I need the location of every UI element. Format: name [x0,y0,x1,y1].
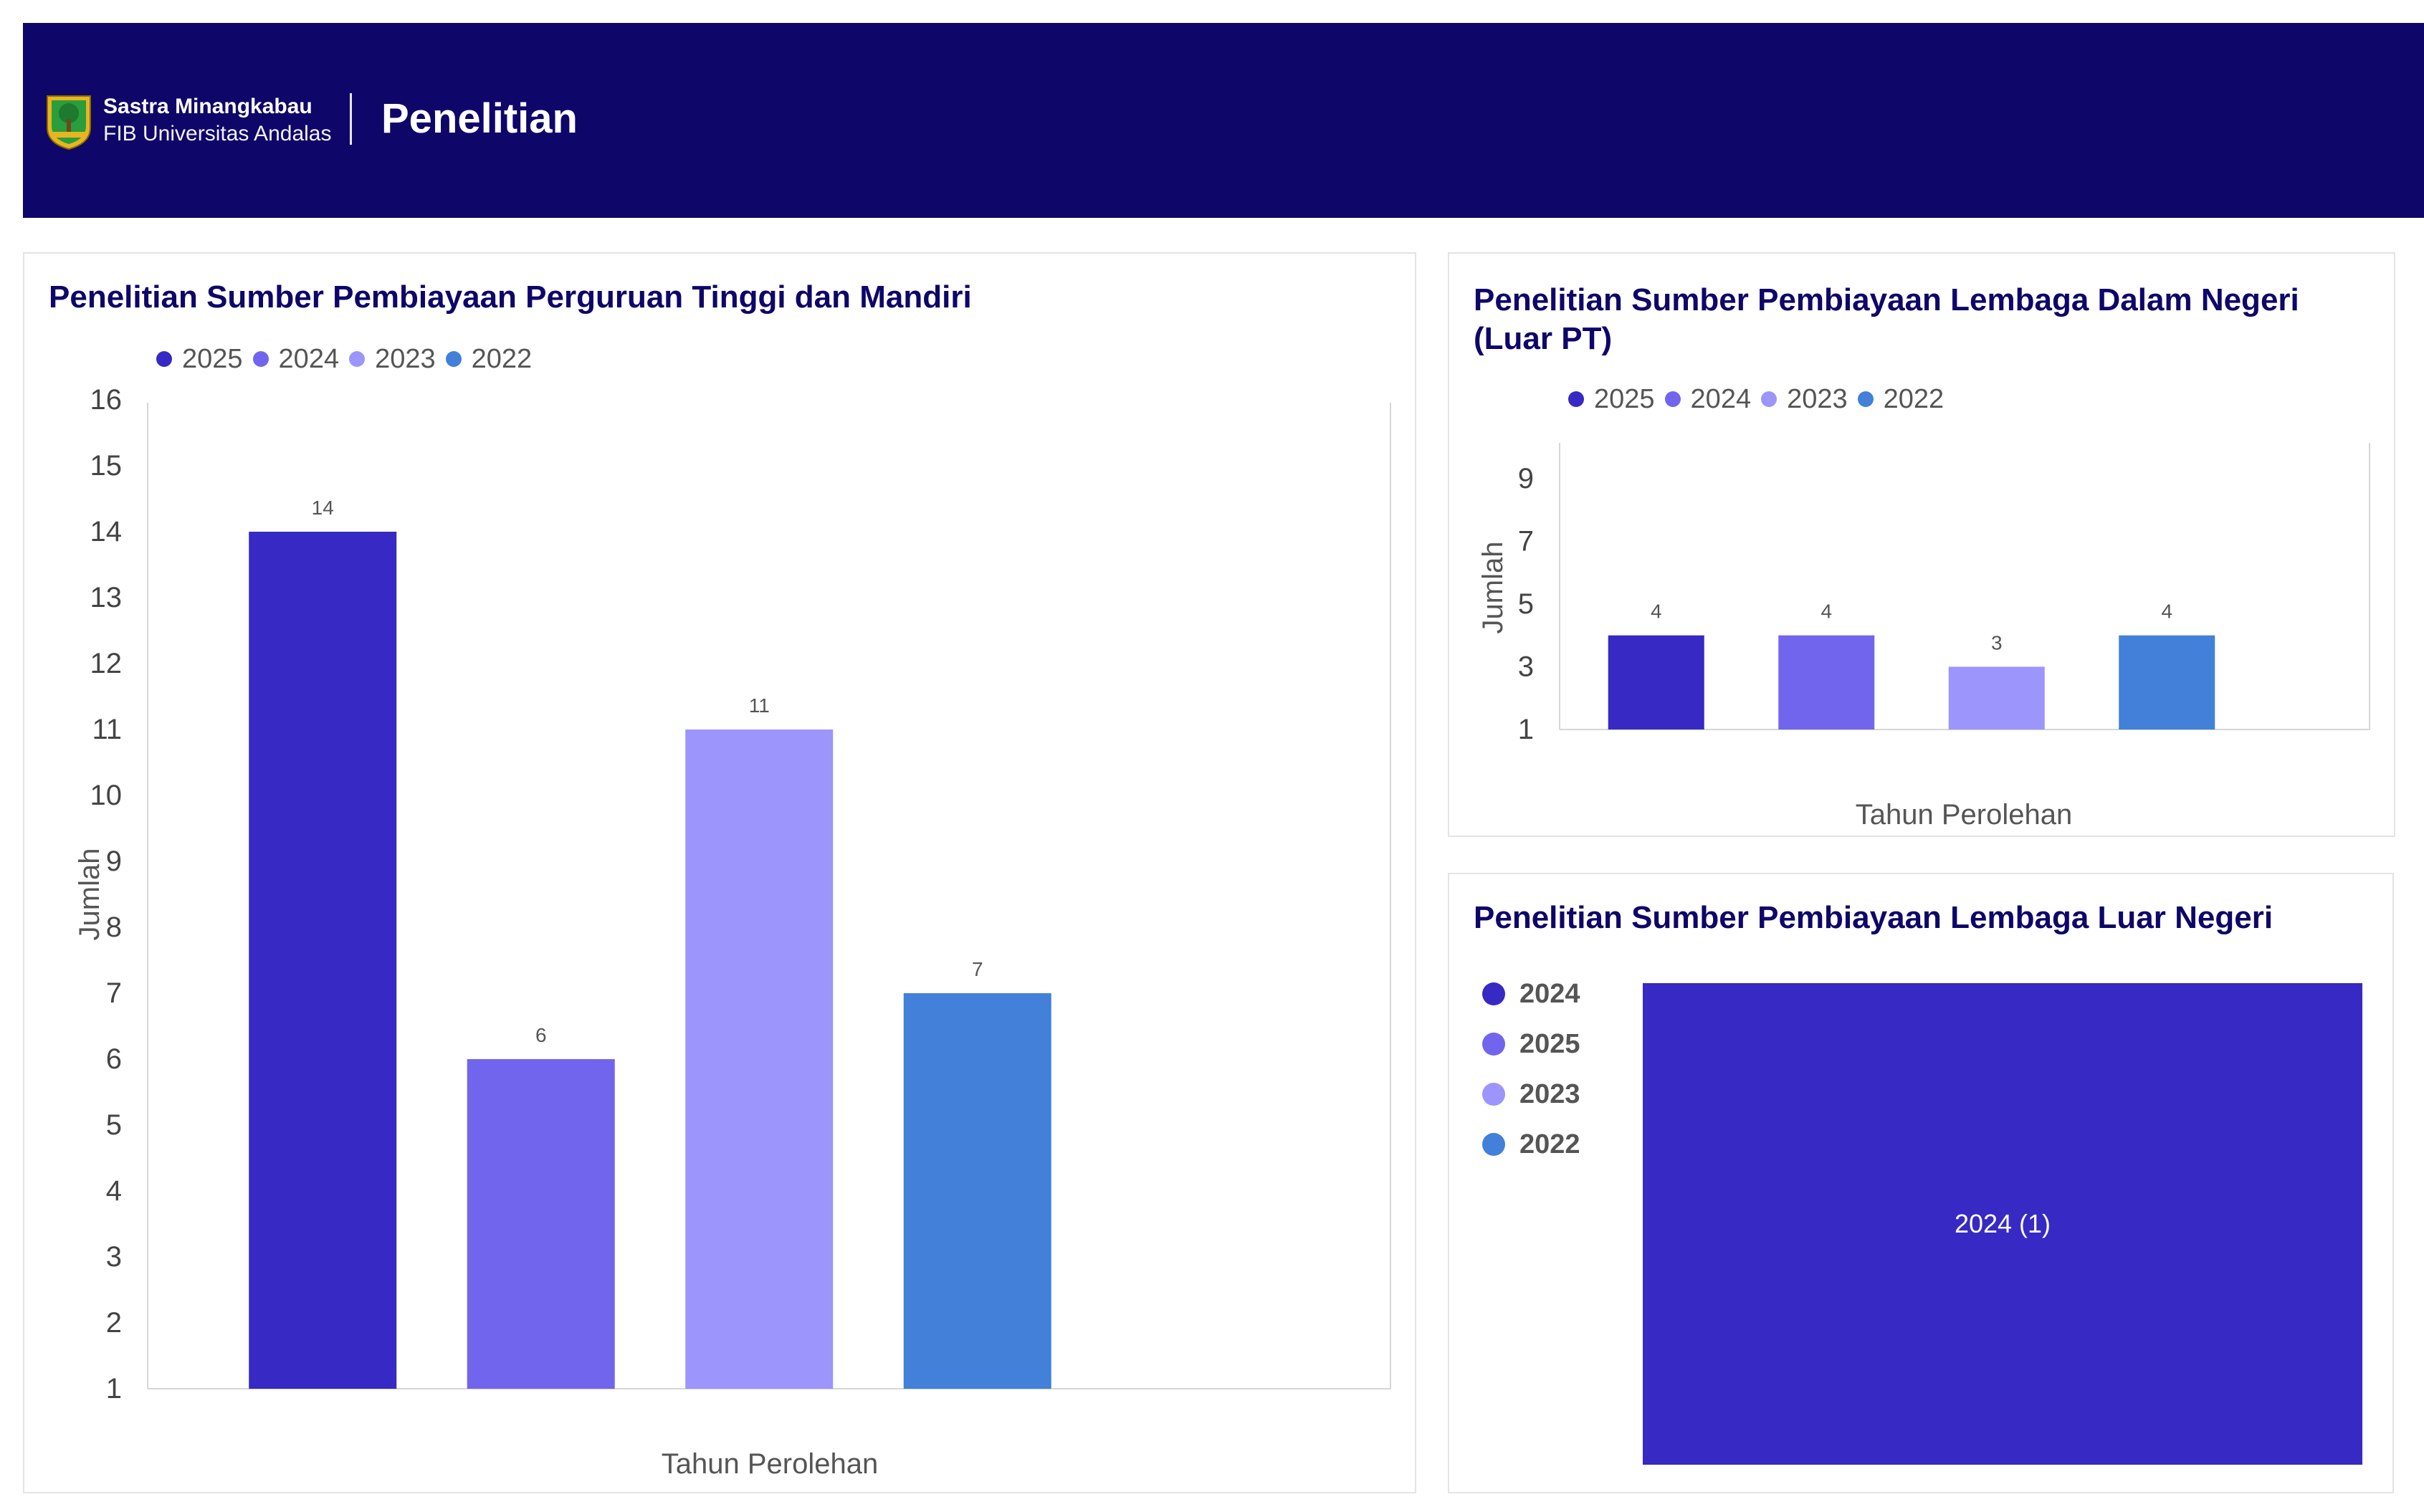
legend-dot-icon [1482,1133,1505,1156]
chart-title: Penelitian Sumber Pembiayaan Perguruan T… [49,279,972,315]
legend-item-2023[interactable]: 2023 [1761,383,1848,416]
legend-label: 2022 [1883,384,1945,414]
legend-dot-icon [1482,1033,1505,1056]
header-divider [350,93,352,145]
y-tick-label: 7 [1518,525,1534,557]
y-axis-title: Jumlah [1477,542,1509,634]
y-axis-title: Jumlah [74,848,105,941]
chart-card-luar-negeri: Penelitian Sumber Pembiayaan Lembaga Lua… [1448,873,2394,1493]
legend-item-2025[interactable]: 2025 [1568,383,1655,416]
legend-item-2024[interactable]: 2024 [1482,969,1580,1019]
bar-value-label: 7 [972,958,983,980]
legend-item-2022[interactable]: 2022 [445,343,533,375]
legend-label: 2022 [1519,1129,1580,1159]
brand-institution: FIB Universitas Andalas [103,122,332,145]
y-tick-label: 13 [90,582,123,613]
treemap-cell-2024: 2024 (1) [1643,983,2362,1465]
legend-dot-icon [156,351,172,367]
treemap-cell-label: 2024 (1) [1954,1209,2051,1238]
y-tick-label: 2 [106,1307,122,1339]
legend-label: 2025 [1519,1028,1580,1059]
chart-legend: 2024 2025 2023 2022 [1482,969,1580,1169]
x-axis-title: Tahun Perolehan [662,1448,878,1480]
y-tick-label: 1 [1518,714,1534,745]
legend-label: 2024 [1690,384,1752,414]
y-tick-label: 9 [106,846,122,877]
legend-label: 2023 [1787,384,1848,414]
legend-label: 2025 [1594,384,1655,414]
chart-title: Penelitian Sumber Pembiayaan Lembaga Lua… [1474,900,2273,935]
page-title: Penelitian [381,95,578,142]
bar-2025 [249,532,397,1389]
brand-name: Sastra Minangkabau [103,95,312,118]
y-tick-label: 16 [90,384,123,416]
legend-item-2024[interactable]: 2024 [1664,383,1752,416]
brand-text: Sastra Minangkabau FIB Universitas Andal… [103,93,331,148]
y-tick-label: 14 [90,516,123,547]
chart-legend: 2025 2024 2023 2022 [1568,383,1944,416]
chart-title: Penelitian Sumber Pembiayaan Lembaga Dal… [1474,282,2299,356]
legend-dot-icon [445,351,462,367]
legend-label: 2024 [1519,978,1580,1009]
bar-2025 [1608,635,1704,729]
bar-value-label: 14 [312,497,334,519]
legend-dot-icon [349,351,366,367]
page-header: Sastra Minangkabau FIB Universitas Andal… [23,23,2424,218]
y-tick-label: 11 [92,714,122,745]
chart-card-pt-mandiri: Penelitian Sumber Pembiayaan Perguruan T… [23,252,1416,1493]
legend-item-2022[interactable]: 2022 [1482,1119,1580,1169]
chart-card-dalam-negeri: Penelitian Sumber Pembiayaan Lembaga Dal… [1448,252,2395,837]
y-tick-label: 3 [106,1241,122,1273]
y-tick-label: 3 [1518,651,1534,682]
legend-label: 2022 [471,344,533,374]
legend-dot-icon [1761,391,1778,407]
y-tick-label: 6 [106,1043,122,1075]
y-tick-label: 15 [90,450,123,482]
legend-label: 2023 [1519,1078,1580,1109]
y-tick-label: 8 [106,911,122,943]
legend-dot-icon [1482,1083,1505,1106]
legend-label: 2024 [278,344,340,374]
legend-item-2022[interactable]: 2022 [1857,383,1945,416]
legend-dot-icon [1568,391,1584,407]
legend-item-2025[interactable]: 2025 [1482,1019,1580,1069]
legend-item-2025[interactable]: 2025 [156,343,243,375]
bar-2024 [1778,635,1875,729]
bar-2023 [685,729,834,1389]
bar-2023 [1948,666,2045,729]
bar-2024 [467,1059,615,1389]
bar-chart-dalam-negeri: 1 3 5 7 9 4 4 3 4 Tahun Perolehan Jumlah [1477,443,2370,831]
bar-2022 [2119,635,2215,729]
legend-label: 2023 [375,344,436,374]
y-tick-label: 5 [106,1109,122,1141]
bar-2022 [903,993,1051,1389]
legend-dot-icon [1482,982,1505,1005]
bar-value-label: 11 [749,694,770,717]
bar-value-label: 4 [2161,601,2172,623]
legend-dot-icon [252,351,269,367]
legend-item-2023[interactable]: 2023 [349,343,436,375]
y-tick-label: 9 [1518,463,1534,494]
y-tick-label: 10 [90,780,123,811]
x-axis-title: Tahun Perolehan [1856,799,2072,831]
unand-logo-icon [47,95,91,150]
y-tick-label: 1 [106,1373,122,1405]
legend-item-2023[interactable]: 2023 [1482,1069,1580,1119]
chart-legend: 2025 2024 2023 2022 [156,343,532,375]
bar-value-label: 6 [535,1024,547,1046]
legend-item-2024[interactable]: 2024 [252,343,340,375]
y-tick-label: 4 [106,1175,122,1207]
y-tick-label: 12 [90,648,123,679]
y-tick-label: 5 [1518,588,1534,620]
bar-value-label: 4 [1651,601,1662,623]
y-tick-label: 7 [106,977,122,1009]
legend-dot-icon [1664,391,1681,407]
bar-value-label: 3 [1991,631,2003,654]
legend-label: 2025 [182,344,243,374]
bar-value-label: 4 [1821,601,1832,623]
legend-dot-icon [1857,391,1874,407]
